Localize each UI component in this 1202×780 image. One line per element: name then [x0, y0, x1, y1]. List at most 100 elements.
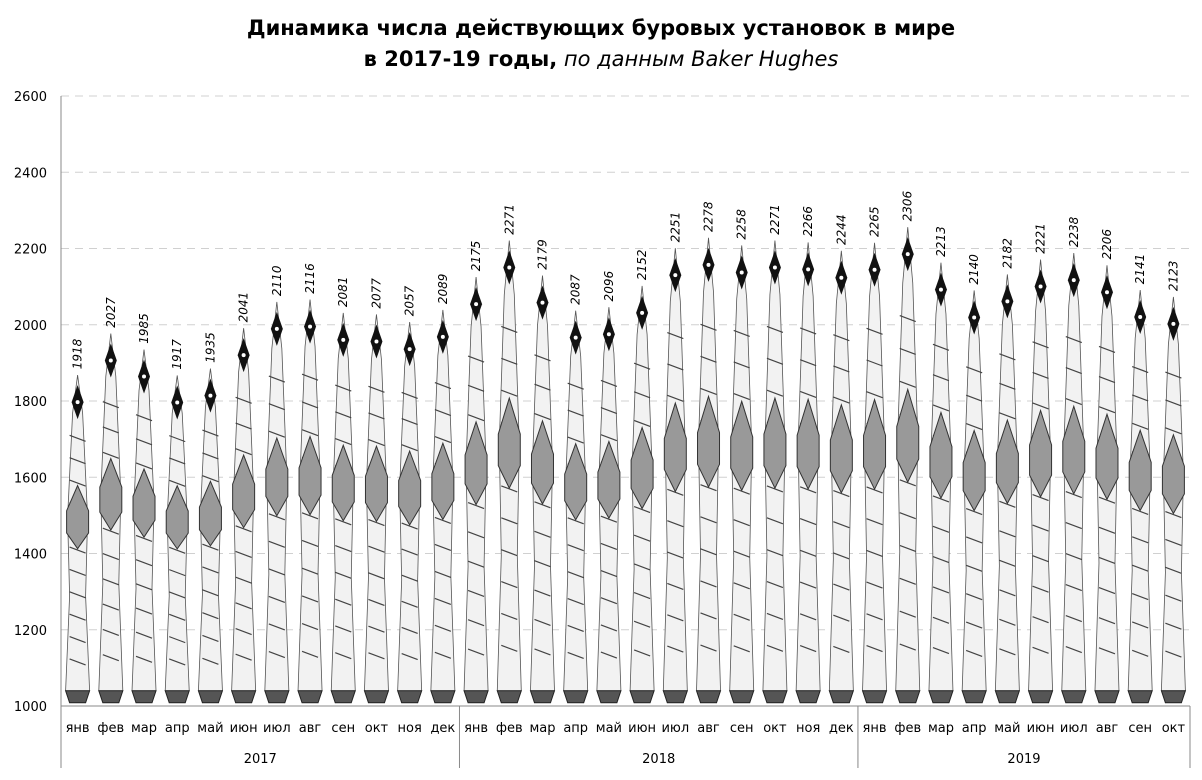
drill-thread	[866, 581, 883, 589]
drill-thread	[600, 624, 618, 632]
drill-diamond-center	[1005, 299, 1010, 304]
drill-thread	[600, 651, 618, 659]
drill-thread	[102, 603, 120, 611]
drill-thread	[534, 589, 551, 597]
drill-thread	[633, 592, 651, 600]
drill-collar	[464, 420, 488, 506]
drill-thread	[401, 626, 418, 635]
drill-thread	[866, 613, 883, 621]
drill-thread	[866, 645, 883, 653]
drill-thread	[567, 382, 584, 390]
drill-thread	[235, 396, 252, 404]
drill-diamond-center	[142, 374, 147, 379]
drill-thread	[965, 394, 983, 402]
y-tick-label: 2200	[14, 243, 47, 258]
drill-thread	[633, 391, 651, 399]
drill-thread	[700, 387, 717, 395]
drill-tip	[463, 690, 489, 704]
drill-thread	[1131, 422, 1149, 430]
drill-thread	[368, 652, 385, 660]
drill-thread	[567, 651, 584, 659]
drill-thread	[600, 434, 618, 442]
drill-diamond-center	[739, 270, 744, 275]
drill-thread	[368, 625, 385, 633]
value-label: 2278	[702, 201, 716, 232]
drill-tip	[994, 690, 1021, 704]
drill-thread	[268, 540, 286, 548]
drill-tip	[430, 690, 456, 704]
drill-thread	[534, 354, 551, 362]
drill-thread	[1065, 646, 1082, 654]
drill-thread	[135, 559, 153, 567]
drill-thread	[1165, 371, 1182, 379]
drill-thread	[1098, 526, 1116, 534]
chart-title-line1: Динамика числа действующих буровых устан…	[246, 16, 956, 40]
drill-thread	[633, 419, 651, 428]
drill-diamond-center	[905, 252, 910, 257]
x-tick-label: сен	[331, 721, 355, 736]
drill-thread	[1032, 341, 1049, 349]
drill-diamond-center	[673, 273, 678, 278]
drill-thread	[799, 390, 817, 399]
drill-thread	[1065, 522, 1082, 530]
drill-thread	[999, 618, 1016, 626]
drill-thread	[833, 614, 850, 622]
drill-thread	[667, 582, 684, 590]
value-label: 2123	[1166, 261, 1180, 292]
drill-thread	[69, 613, 86, 621]
drill-tip	[895, 690, 921, 704]
drill-tip	[861, 690, 888, 704]
drill-thread	[335, 652, 352, 660]
drill-thread	[335, 518, 352, 526]
drill-thread	[202, 634, 219, 643]
drill-thread	[1032, 524, 1049, 532]
drill-thread	[202, 452, 219, 460]
drill-thread	[202, 429, 219, 437]
drill-thread	[368, 439, 385, 447]
drill-thread	[999, 353, 1016, 361]
drill-diamond-center	[1071, 278, 1076, 283]
y-tick-label: 2000	[14, 319, 47, 334]
drill-tip	[596, 690, 622, 704]
drill-thread	[467, 619, 485, 627]
drill-thread	[866, 359, 883, 367]
drill-collar	[896, 387, 920, 484]
drill-thread	[567, 409, 584, 417]
drill-collar	[597, 439, 621, 520]
drill-diamond-center	[440, 334, 445, 339]
drill-thread	[965, 621, 983, 629]
drill-thread	[899, 643, 916, 651]
drill-thread	[1098, 345, 1116, 354]
x-tick-label: окт	[1162, 721, 1186, 736]
drill-bar	[994, 274, 1021, 704]
drill-thread	[600, 570, 618, 578]
drill-thread	[999, 559, 1016, 567]
drill-bar	[396, 322, 423, 704]
value-label: 2258	[735, 209, 749, 240]
drill-diamond-center	[341, 337, 346, 342]
drill-tip	[1127, 690, 1153, 704]
drill-diamond-center	[208, 393, 213, 398]
drill-thread	[534, 648, 551, 656]
x-tick-label: май	[596, 721, 622, 736]
drill-thread	[1165, 594, 1182, 602]
drill-thread	[1065, 584, 1082, 592]
drill-thread	[102, 426, 120, 434]
drill-thread	[567, 571, 584, 579]
drill-thread	[368, 412, 385, 420]
drill-thread	[202, 475, 219, 483]
value-label: 2213	[934, 226, 948, 257]
x-tick-label: апр	[962, 721, 987, 736]
drill-thread	[169, 479, 186, 487]
drill-thread	[368, 545, 385, 553]
drill-thread	[102, 451, 120, 459]
x-tick-label: фев	[496, 721, 523, 736]
drill-thread	[434, 651, 452, 659]
value-label: 2179	[535, 239, 549, 270]
title-italic-part: по данным Baker Hughes	[557, 47, 839, 71]
drill-thread	[899, 347, 916, 356]
drill-thread	[766, 325, 784, 333]
drill-thread	[69, 591, 86, 599]
drill-thread	[667, 614, 684, 622]
x-tick-label: дек	[829, 721, 854, 736]
